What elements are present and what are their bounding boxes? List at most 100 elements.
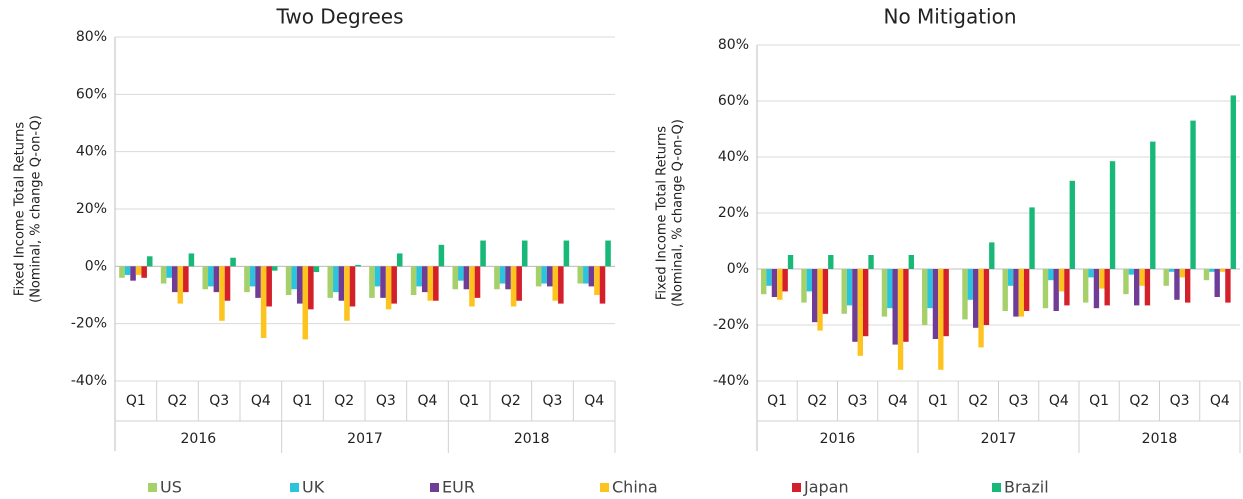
legend-swatch: [600, 483, 609, 492]
bar: [1219, 269, 1226, 272]
x-tick-label: Q3: [848, 393, 868, 409]
bar: [1144, 269, 1151, 306]
x-tick-label: Q1: [293, 393, 313, 409]
y-tick-label: -40%: [713, 373, 749, 389]
y-tick-label: 20%: [76, 201, 107, 217]
bar: [1093, 269, 1100, 309]
y-tick-label: 0%: [727, 261, 749, 277]
bar: [380, 266, 386, 298]
bar: [421, 266, 428, 293]
bar: [771, 269, 778, 297]
bar: [344, 266, 350, 321]
x-tick-label: Q2: [168, 393, 188, 409]
bar: [249, 266, 256, 287]
bar: [355, 264, 361, 267]
bar: [787, 255, 794, 269]
bar: [1184, 269, 1191, 303]
x-tick-label: Q3: [1170, 393, 1190, 409]
legend-text: Japan: [803, 478, 849, 497]
bar: [416, 266, 422, 287]
bar: [817, 269, 823, 331]
bar: [521, 240, 528, 267]
bar: [308, 266, 314, 310]
bar: [938, 269, 944, 370]
bar: [433, 266, 439, 301]
x-tick-label: Q3: [1009, 393, 1029, 409]
bar: [887, 269, 893, 309]
bar: [1163, 269, 1169, 286]
legend-text: China: [612, 478, 658, 497]
legend-swatch: [290, 483, 299, 492]
bar: [391, 266, 397, 304]
bar: [338, 266, 345, 301]
bar: [291, 266, 297, 290]
bar: [313, 266, 320, 273]
x-tick-label: Q2: [1129, 393, 1149, 409]
bar: [605, 240, 611, 267]
bar: [852, 269, 858, 342]
bar: [978, 269, 984, 348]
y-tick-label: 40%: [718, 149, 749, 165]
bar: [599, 266, 606, 304]
bar: [452, 266, 459, 290]
bar: [1088, 269, 1094, 278]
x-tick-label: Q4: [584, 393, 604, 409]
bar: [822, 269, 829, 314]
bar: [374, 266, 381, 287]
bar: [1214, 269, 1220, 297]
bar: [385, 266, 392, 310]
bar: [777, 269, 783, 300]
legend-text: Brazil: [1004, 478, 1049, 497]
bar: [801, 269, 807, 303]
bar: [219, 266, 225, 321]
bar: [1128, 269, 1135, 275]
bar: [396, 253, 403, 267]
bar: [1069, 180, 1075, 269]
bar: [973, 269, 979, 328]
x-tick-label: Q2: [968, 393, 988, 409]
bar: [841, 269, 847, 314]
x-tick-label: Q4: [1210, 393, 1230, 409]
bar: [1058, 269, 1065, 292]
y-axis-label: (Nominal, % change Q-on-Q): [29, 115, 44, 303]
bar: [171, 266, 178, 293]
bar: [828, 255, 834, 269]
legend-text: UK: [302, 478, 325, 497]
bar: [1139, 269, 1145, 286]
bar: [1018, 269, 1024, 317]
bar: [296, 266, 303, 304]
bar: [124, 266, 131, 275]
bar: [224, 266, 231, 301]
x-tick-label: Q3: [209, 393, 229, 409]
bar: [1053, 269, 1059, 311]
y-tick-label: 60%: [76, 86, 107, 102]
y-tick-label: 40%: [76, 144, 107, 160]
bar: [188, 253, 195, 267]
bar: [1190, 120, 1196, 269]
bar: [558, 266, 564, 304]
legend-swatch: [430, 483, 439, 492]
bar: [160, 266, 167, 284]
bar: [516, 266, 522, 301]
bar: [1099, 269, 1105, 289]
y-tick-label: -40%: [71, 373, 107, 389]
bar: [255, 266, 261, 298]
group-label: 2016: [181, 431, 217, 447]
bar: [410, 266, 417, 295]
bar: [535, 266, 542, 287]
bar: [177, 266, 184, 304]
bar: [1029, 207, 1035, 269]
bar: [583, 266, 589, 284]
bar: [202, 266, 209, 290]
legend-swatch: [792, 483, 801, 492]
x-tick-label: Q1: [767, 393, 787, 409]
bar: [1134, 269, 1140, 306]
bar: [499, 266, 506, 284]
group-label: 2018: [1142, 431, 1178, 447]
bar: [862, 269, 869, 337]
bar: [989, 242, 995, 269]
legend-text: EUR: [442, 478, 475, 497]
group-label: 2016: [820, 431, 856, 447]
bar: [510, 266, 517, 307]
